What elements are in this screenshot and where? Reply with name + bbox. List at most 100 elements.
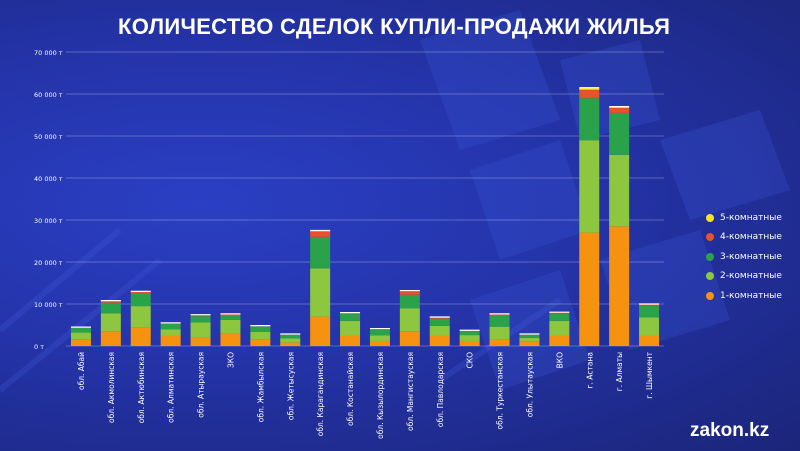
bar-segment — [160, 329, 181, 336]
legend-item-2-rooms: 2-комнатные — [706, 267, 782, 287]
bar-segment — [579, 98, 600, 141]
x-tick-label: г. Алматы — [615, 352, 624, 391]
bar-segment — [519, 338, 540, 342]
bar-segment — [160, 335, 181, 346]
bar-segment — [220, 333, 241, 346]
x-tick-label: обл. Туркестанская — [496, 352, 505, 429]
chart-legend: 5-комнатные 4-комнатные 3-комнатные 2-ко… — [706, 208, 782, 306]
legend-label-4-rooms: 4-комнатные — [720, 232, 782, 243]
bar-segment — [190, 314, 211, 317]
legend-label-2-rooms: 2-комнатные — [720, 271, 782, 282]
bar-segment — [369, 335, 390, 341]
bar-segment — [340, 320, 361, 336]
bar-segment — [220, 314, 241, 320]
bar-segment — [250, 331, 271, 340]
legend-swatch-2-rooms — [706, 272, 714, 281]
bar-segment — [130, 327, 151, 346]
bar-segment — [429, 317, 450, 319]
bar-segment — [579, 140, 600, 233]
bar-segment — [609, 107, 630, 113]
bar-segment — [130, 293, 151, 307]
bar-segment — [399, 331, 420, 346]
legend-label-3-rooms: 3-комнатные — [720, 251, 782, 262]
bar-segment — [519, 341, 540, 346]
legend-swatch-5-rooms — [706, 213, 714, 222]
bar-segment — [130, 291, 151, 294]
legend-label-1-room: 1-комнатные — [720, 290, 782, 301]
bar-segment — [70, 339, 91, 346]
bar-segment — [609, 226, 630, 346]
bar-segment — [429, 318, 450, 326]
x-tick-label: обл. Мангистауская — [406, 352, 415, 431]
x-tick-label: обл. Жетысуская — [286, 352, 295, 420]
bar-segment — [190, 322, 211, 338]
legend-swatch-1-room — [706, 291, 714, 300]
bar-segment — [579, 89, 600, 99]
legend-item-1-room: 1-комнатные — [706, 286, 782, 306]
y-tick-label: 10 000 т — [34, 301, 63, 309]
bar-segment — [369, 329, 390, 336]
chart-title: КОЛИЧЕСТВО СДЕЛОК КУПЛИ-ПРОДАЖИ ЖИЛЬЯ — [118, 14, 671, 39]
bar-segment — [190, 337, 211, 346]
bar-segment — [459, 340, 480, 346]
bar-segment — [489, 339, 510, 346]
bar-segment — [579, 232, 600, 346]
bar-segment — [399, 294, 420, 309]
y-tick-label: 50 000 т — [34, 133, 63, 141]
legend-swatch-3-rooms — [706, 252, 714, 261]
x-tick-label: г. Шымкент — [645, 351, 654, 398]
y-tick-label: 60 000 т — [34, 91, 63, 99]
brand-logo-text: zakon.kz — [690, 420, 770, 441]
bar-segment — [100, 302, 121, 314]
bar-segment — [310, 236, 331, 269]
bar-segment — [340, 312, 361, 314]
bar-segment — [250, 326, 271, 332]
x-tick-label: обл. Атырауская — [197, 352, 206, 418]
bar-segment — [100, 301, 121, 303]
bar-segment — [429, 335, 450, 346]
x-tick-label: обл. Абай — [77, 352, 86, 390]
x-tick-label: обл. Акмолинская — [107, 352, 116, 423]
bar-segment — [310, 268, 331, 317]
bar-segment — [549, 320, 570, 336]
bar-segment — [399, 308, 420, 332]
x-tick-label: обл. Жамбылская — [256, 352, 265, 422]
x-tick-label: обл. Алматинская — [167, 352, 176, 423]
bar-segment — [639, 317, 660, 336]
legend-item-4-rooms: 4-комнатные — [706, 228, 782, 248]
bar-segment — [609, 154, 630, 227]
y-tick-label: 0 т — [34, 343, 44, 351]
bar-segment — [369, 340, 390, 346]
bar-segment — [220, 314, 241, 315]
bar-segment — [100, 331, 121, 346]
bar-segment — [459, 335, 480, 341]
y-tick-label: 70 000 т — [34, 49, 63, 57]
bar-segment — [70, 327, 91, 333]
bar-segment — [280, 334, 301, 339]
bar-segment — [100, 313, 121, 332]
bar-segment — [160, 323, 181, 330]
bar-segment — [399, 290, 420, 295]
x-tick-label: обл. Улытауская — [525, 352, 534, 417]
x-tick-label: обл. Актюбинская — [137, 352, 146, 423]
x-tick-label: СКО — [466, 352, 475, 369]
bar-segment — [280, 338, 301, 343]
bar-segment — [489, 314, 510, 327]
bar-segment — [549, 335, 570, 346]
bar-segment — [639, 305, 660, 318]
bar-segment — [489, 314, 510, 315]
bar-segment — [220, 319, 241, 334]
y-tick-label: 40 000 т — [34, 175, 63, 183]
bar-segment — [310, 316, 331, 346]
bar-segment — [519, 334, 540, 339]
bar-segment — [549, 312, 570, 314]
bar-segment — [340, 313, 361, 321]
bar-segment — [459, 330, 480, 336]
x-tick-label: обл. Костанайская — [346, 352, 355, 426]
y-tick-label: 30 000 т — [34, 217, 63, 225]
x-tick-label: обл. Кызылординская — [376, 352, 385, 439]
bar-segment — [429, 325, 450, 336]
bar-segment — [190, 316, 211, 323]
